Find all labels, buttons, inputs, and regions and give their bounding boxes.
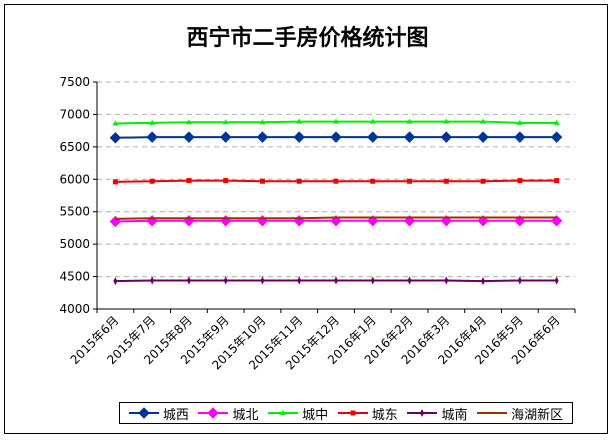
data-point-3-1 [149,178,155,184]
legend-label: 城中 [302,407,329,423]
data-point-0-11 [514,131,526,143]
data-point-4-7 [370,276,375,285]
data-point-2-0 [112,120,119,126]
data-point-2-11 [516,119,523,125]
data-point-4-3 [223,276,228,285]
data-point-4-1 [150,276,155,285]
data-point-0-3 [219,131,232,143]
legend-label: 城南 [441,407,468,423]
data-point-0-6 [330,131,342,143]
data-point-3-8 [407,178,413,184]
legend-swatch [477,412,508,414]
legend-swatch [268,410,299,415]
legend-item: 城中 [268,404,328,423]
legend-item: 城西 [128,404,189,423]
data-point-3-4 [259,178,265,184]
y-tick-label: 5500 [59,205,90,219]
data-point-0-7 [367,131,379,143]
data-point-3-7 [370,178,376,184]
data-point-2-9 [443,118,450,124]
legend-marker [138,407,150,419]
y-tick-label: 6000 [59,172,90,186]
data-point-3-0 [112,179,118,185]
data-point-4-12 [554,276,559,285]
legend-label: 城北 [232,407,259,423]
data-point-2-6 [333,118,339,124]
data-point-0-5 [293,131,305,143]
data-point-0-9 [440,131,453,143]
data-point-0-2 [183,131,195,143]
legend-marker [280,410,287,415]
data-point-3-5 [296,178,302,184]
data-point-3-6 [333,178,339,184]
y-tick-label: 4500 [59,270,90,284]
legend-label: 海湖新区 [511,407,564,423]
data-point-2-2 [185,119,192,125]
data-point-0-8 [403,131,416,143]
y-tick-label: 6500 [59,140,90,154]
legend-marker [207,407,220,419]
data-point-0-4 [256,131,269,143]
legend-swatch [128,407,159,419]
data-point-3-9 [443,178,449,184]
y-tick-label: 7000 [59,107,90,121]
data-point-3-12 [554,178,560,184]
legend-swatch [337,410,368,416]
data-point-2-3 [222,119,229,125]
data-point-2-7 [369,118,376,124]
data-point-2-5 [296,118,303,124]
data-point-2-8 [406,118,413,124]
chart-title: 西宁市二手房价格统计图 [186,25,429,51]
data-point-3-11 [517,178,523,184]
y-tick-label: 7500 [59,75,90,89]
data-point-0-12 [550,131,563,143]
legend-swatch [407,409,438,417]
data-point-4-4 [260,276,265,285]
data-point-4-10 [481,277,486,286]
data-point-4-2 [186,276,191,285]
data-point-4-11 [517,276,522,285]
plot-area [97,82,575,309]
legend-item: 城南 [407,404,467,423]
legend-marker [350,410,356,416]
legend-label: 城东 [371,407,398,423]
series-line-5 [115,216,557,220]
data-point-4-8 [407,276,412,285]
data-point-2-10 [480,118,487,124]
legend-item: 海湖新区 [477,404,563,423]
data-point-4-6 [334,276,338,285]
data-point-3-3 [223,178,229,184]
data-point-2-12 [553,119,560,125]
legend-marker [420,409,425,417]
data-point-3-2 [186,178,192,184]
data-point-4-5 [297,276,302,285]
data-point-0-1 [146,131,158,143]
data-point-2-1 [149,119,156,125]
data-point-4-9 [444,276,449,285]
data-point-0-0 [109,132,122,144]
data-point-0-10 [477,131,489,143]
legend-item: 城东 [337,404,398,423]
legend-swatch [198,407,229,419]
legend-item: 城北 [198,404,258,423]
data-point-4-0 [113,277,118,286]
chart-legend: 城西 城北 城中 城东 城南 海湖新区 [119,402,573,424]
y-tick-label: 5000 [59,237,90,251]
data-point-2-4 [259,119,266,125]
legend-label: 城西 [162,407,189,423]
data-point-3-10 [480,178,486,184]
y-tick-label: 4000 [59,302,90,316]
